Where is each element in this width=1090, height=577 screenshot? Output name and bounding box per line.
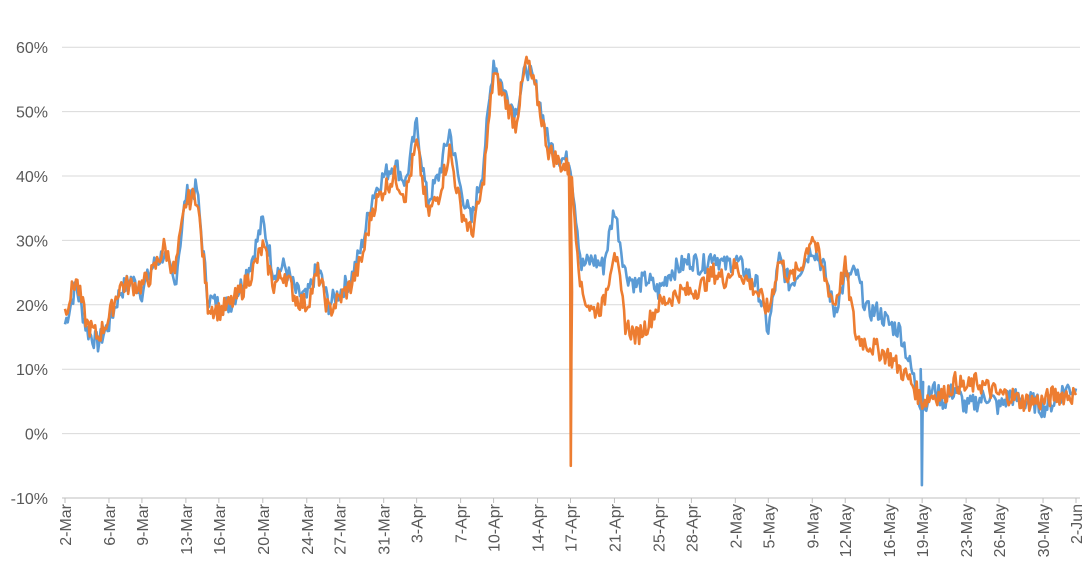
x-tick-label: 9-Mar [135,503,152,545]
x-tick-label: 7-Apr [454,503,471,543]
x-tick-label: 17-Apr [564,503,581,552]
x-tick-label: 16-Mar [212,503,229,554]
x-tick-label: 9-May [805,504,822,548]
x-tick-label: 12-May [838,504,855,557]
x-tick-label: 24-Mar [300,503,317,554]
y-tick-label: 20% [16,298,48,315]
x-tick-label: 27-Mar [333,503,350,554]
x-tick-label: 21-Apr [607,503,624,552]
y-tick-label: 30% [16,233,48,250]
x-tick-label: 2-May [728,504,745,548]
y-tick-label: -10% [11,491,48,508]
y-tick-label: 50% [16,105,48,122]
x-tick-label: 6-Mar [102,503,119,545]
series-line-orange [63,55,1078,468]
x-tick-label: 16-May [882,504,899,557]
x-tick-label: 14-Apr [531,503,548,552]
x-tick-label: 3-Apr [410,503,427,543]
x-tick-label: 30-May [1036,504,1053,557]
x-tick-label: 10-Apr [487,503,504,552]
x-tick-label: 19-May [915,504,932,557]
x-tick-label: 31-Mar [377,503,394,554]
x-tick-label: 5-May [761,504,778,548]
x-tick-label: 13-Mar [179,503,196,554]
series-lines [63,55,1078,487]
y-axis-tick-labels: -10% 0% 10% 20% 30% 40% 50% 60% [11,40,48,508]
x-tick-label: 26-May [992,504,1009,557]
x-tick-label: 20-Mar [256,503,273,554]
x-tick-label: 28-Apr [684,503,701,552]
y-tick-label: 60% [16,40,48,57]
x-tick-label: 2-Mar [58,503,75,545]
y-tick-label: 40% [16,169,48,186]
y-tick-label: 0% [25,427,48,444]
y-tick-label: 10% [16,362,48,379]
x-tick-label: 25-Apr [651,503,668,552]
x-axis: 2-Mar 6-Mar 9-Mar 13-Mar 16-Mar 20-Mar 24-Mar 2… [58,498,1086,557]
x-tick-label: 23-May [959,504,976,557]
x-tick-label: 2-Jun [1069,504,1086,544]
